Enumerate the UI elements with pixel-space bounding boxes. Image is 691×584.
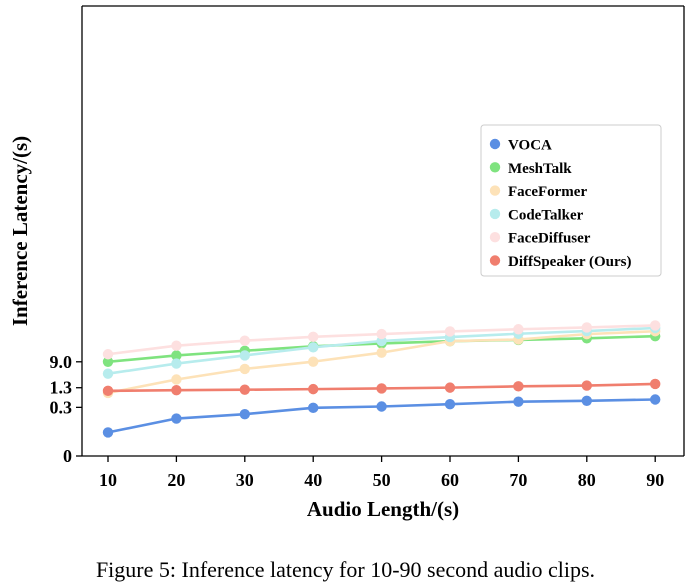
figure-caption: Figure 5: Inference latency for 10-90 se…	[95, 557, 596, 582]
data-point-facediffuser	[239, 335, 250, 346]
data-point-diffspeaker-ours	[102, 385, 114, 397]
data-point-faceformer	[171, 374, 182, 385]
legend-marker-facediffuser	[489, 232, 501, 243]
x-axis-title: Audio Length/(s)	[307, 497, 459, 521]
data-point-facediffuser	[444, 326, 456, 337]
legend-label-codetalker: CodeTalker	[508, 207, 584, 223]
legend-marker-meshtalk	[489, 162, 501, 173]
data-point-voca	[581, 395, 592, 406]
data-point-codetalker	[308, 342, 319, 353]
data-point-voca	[376, 401, 387, 412]
y-tick-label: 9.0	[50, 352, 73, 372]
x-tick-label: 60	[441, 470, 459, 490]
data-point-meshtalk	[171, 350, 182, 361]
latency-chart: 10 20 30 40 50 60 70 80 90 0 0.31.3 9.0 Audio Lengt…	[8, 5, 685, 521]
data-point-diffspeaker-ours	[376, 383, 387, 394]
legend-marker-diffspeaker-ours	[489, 255, 501, 266]
data-point-meshtalk	[102, 356, 114, 367]
series-diffspeaker-ours	[102, 378, 661, 397]
series-layer	[102, 320, 661, 438]
data-point-voca	[171, 413, 182, 424]
x-tick-label: 80	[578, 470, 596, 490]
data-point-voca	[513, 396, 524, 407]
data-point-facediffuser	[650, 320, 661, 331]
data-point-codetalker	[102, 368, 114, 379]
data-point-diffspeaker-ours	[513, 381, 524, 392]
legend-marker-codetalker	[489, 208, 501, 220]
legend-label-faceformer: FaceFormer	[508, 184, 587, 200]
x-tick-label: 40	[304, 470, 322, 490]
x-tick-label: 90	[646, 470, 664, 490]
data-point-codetalker	[171, 358, 182, 369]
data-point-faceformer	[376, 347, 387, 358]
x-tick-label: 10	[99, 470, 117, 490]
x-tick-label: 20	[167, 470, 185, 490]
data-point-voca	[444, 398, 456, 410]
legend-label-diffspeaker-ours: DiffSpeaker (Ours)	[508, 254, 631, 270]
data-point-diffspeaker-ours	[581, 380, 592, 391]
y-tick-label: 1.3	[50, 378, 73, 398]
y-tick-label: 0.3	[50, 397, 73, 417]
series-voca	[102, 394, 661, 438]
data-point-faceformer	[239, 363, 250, 375]
data-point-faceformer	[308, 356, 319, 367]
legend-marker-faceformer	[489, 185, 501, 196]
data-point-diffspeaker-ours	[171, 385, 182, 396]
data-point-codetalker	[239, 350, 250, 361]
data-point-facediffuser	[308, 331, 319, 343]
y-axis-title: Inference Latency/(s)	[8, 136, 32, 326]
data-point-voca	[650, 394, 661, 405]
data-point-facediffuser	[376, 328, 387, 340]
x-tick-label: 70	[509, 470, 527, 490]
data-point-facediffuser	[513, 324, 524, 335]
data-point-facediffuser	[171, 340, 182, 351]
data-point-diffspeaker-ours	[444, 382, 456, 393]
data-point-facediffuser	[102, 349, 114, 360]
data-point-voca	[308, 402, 319, 414]
x-tick-label: 30	[236, 470, 254, 490]
axes-layer	[81, 5, 685, 457]
legend: VOCA MeshTalk FaceFormer CodeTalker FaceDiff…	[480, 124, 662, 277]
data-point-facediffuser	[581, 322, 592, 333]
data-point-diffspeaker-ours	[308, 383, 319, 395]
legend-box	[480, 124, 662, 277]
legend-label-facediffuser: FaceDiffuser	[508, 231, 591, 247]
series-facediffuser	[102, 320, 661, 360]
legend-marker-voca	[489, 138, 501, 150]
x-tick-label: 50	[373, 470, 391, 490]
data-point-voca	[239, 408, 250, 420]
data-point-diffspeaker-ours	[650, 378, 661, 390]
y-tick-label: 0	[63, 446, 72, 466]
data-point-diffspeaker-ours	[239, 384, 250, 395]
ticks-layer: 10 20 30 40 50 60 70 80 90 0 0.31.3 9.0	[50, 352, 665, 490]
legend-label-meshtalk: MeshTalk	[508, 161, 572, 177]
legend-label-voca: VOCA	[508, 138, 552, 154]
data-point-voca	[102, 427, 114, 438]
